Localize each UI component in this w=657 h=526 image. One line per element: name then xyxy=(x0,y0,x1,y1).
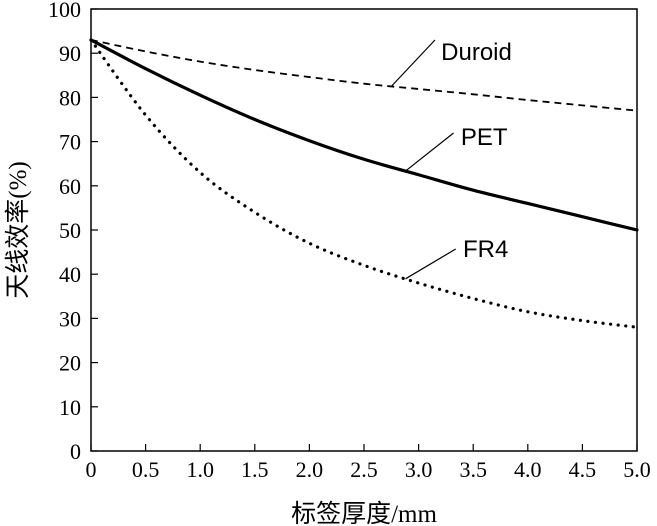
y-tick-label: 70 xyxy=(59,130,81,155)
plot-layer xyxy=(89,38,639,329)
y-tick-label: 10 xyxy=(59,395,81,420)
x-tick-label: 0 xyxy=(86,457,97,482)
y-tick-label: 40 xyxy=(59,262,81,287)
series-label-fr4: FR4 xyxy=(463,236,508,263)
series-label-pet: PET xyxy=(461,124,508,151)
y-tick-label: 0 xyxy=(70,439,81,464)
axes-layer xyxy=(90,8,638,452)
y-tick-label: 60 xyxy=(59,174,81,199)
x-tick-label: 5.0 xyxy=(623,457,651,482)
x-tick-label: 1.0 xyxy=(186,457,214,482)
leader-line-duroid xyxy=(390,39,436,87)
x-tick-label: 0.5 xyxy=(132,457,160,482)
y-tick-label: 100 xyxy=(48,0,81,22)
y-tick-label: 20 xyxy=(59,351,81,376)
x-tick-label: 2.5 xyxy=(350,457,378,482)
y-tick-label: 90 xyxy=(59,41,81,66)
series-line-duroid xyxy=(90,39,638,112)
x-tick-label: 4.5 xyxy=(569,457,597,482)
labels-layer: 0 10 20 30 40 50 60 70 80 90 100 0 0.5 1.0 1.5 2.0 2.5 3.… xyxy=(48,0,651,482)
x-tick-label: 4.0 xyxy=(514,457,542,482)
leader-line-pet xyxy=(405,132,454,172)
y-axis-title: 天线效率(%) xyxy=(4,161,32,298)
x-tick-label: 2.0 xyxy=(296,457,324,482)
x-tick-label: 3.0 xyxy=(405,457,433,482)
y-tick-label: 30 xyxy=(59,306,81,331)
x-tick-label: 3.5 xyxy=(459,457,487,482)
x-tick-label: 1.5 xyxy=(241,457,269,482)
y-tick-label: 50 xyxy=(59,218,81,243)
plot-frame xyxy=(90,8,638,452)
leader-line-fr4 xyxy=(405,248,457,280)
y-tick-label: 80 xyxy=(59,85,81,110)
series-label-duroid: Duroid xyxy=(441,39,512,66)
x-axis-title: 标签厚度/mm xyxy=(291,500,437,526)
series-line-pet xyxy=(89,38,639,232)
